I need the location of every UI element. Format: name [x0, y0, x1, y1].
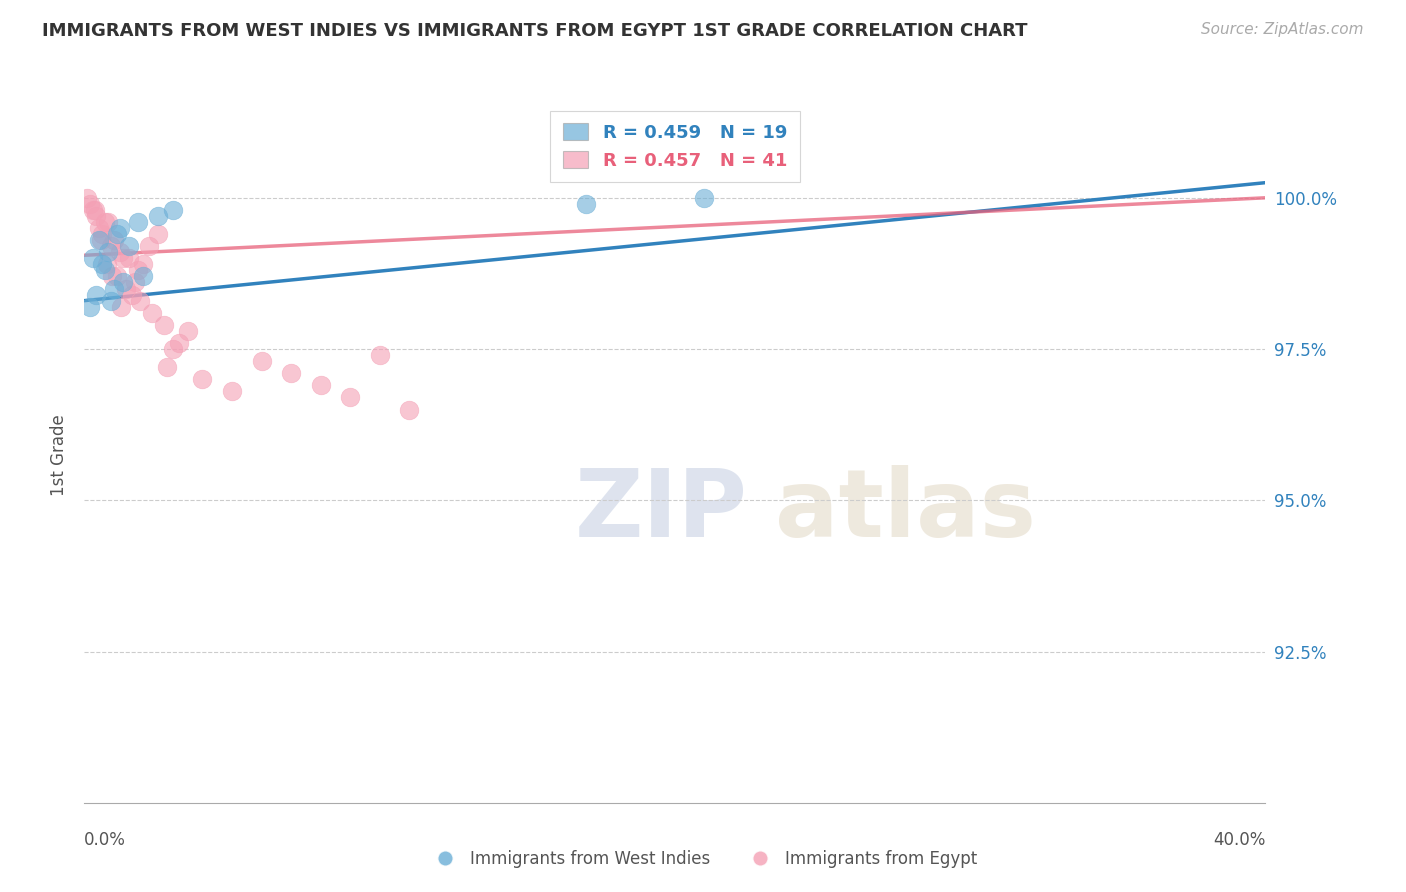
Point	[309, 378, 332, 392]
Legend: Immigrants from West Indies, Immigrants from Egypt: Immigrants from West Indies, Immigrants …	[422, 844, 984, 875]
Point	[162, 342, 184, 356]
Point	[153, 318, 176, 332]
Point	[110, 300, 132, 314]
Point	[250, 354, 273, 368]
Point	[118, 252, 141, 266]
Point	[83, 202, 105, 217]
Text: IMMIGRANTS FROM WEST INDIES VS IMMIGRANTS FROM EGYPT 1ST GRADE CORRELATION CHART: IMMIGRANTS FROM WEST INDIES VS IMMIGRANT…	[42, 22, 1028, 40]
Point	[97, 245, 120, 260]
Point	[693, 191, 716, 205]
Point	[105, 269, 128, 284]
Point	[167, 336, 190, 351]
Point	[280, 366, 302, 380]
Point	[91, 227, 114, 241]
Point	[132, 269, 155, 284]
Point	[101, 269, 124, 284]
Point	[82, 252, 104, 266]
Point	[100, 293, 122, 308]
Point	[103, 233, 125, 247]
Text: 40.0%: 40.0%	[1213, 830, 1265, 848]
Legend: R = 0.459   N = 19, R = 0.457   N = 41: R = 0.459 N = 19, R = 0.457 N = 41	[550, 111, 800, 183]
Point	[79, 300, 101, 314]
Point	[127, 263, 149, 277]
Point	[82, 202, 104, 217]
Point	[103, 281, 125, 295]
Text: ZIP: ZIP	[575, 465, 748, 557]
Point	[76, 191, 98, 205]
Point	[398, 402, 420, 417]
Point	[339, 391, 361, 405]
Point	[127, 215, 149, 229]
Point	[94, 215, 117, 229]
Point	[96, 257, 118, 271]
Point	[89, 221, 111, 235]
Point	[129, 293, 152, 308]
Point	[90, 233, 112, 247]
Point	[100, 239, 122, 253]
Point	[121, 287, 143, 301]
Point	[108, 245, 131, 260]
Point	[141, 306, 163, 320]
Point	[191, 372, 214, 386]
Point	[156, 360, 179, 375]
Text: atlas: atlas	[775, 465, 1036, 557]
Y-axis label: 1st Grade: 1st Grade	[51, 414, 69, 496]
Text: 0.0%: 0.0%	[84, 830, 127, 848]
Point	[97, 215, 120, 229]
Point	[124, 276, 146, 290]
Point	[132, 257, 155, 271]
Point	[111, 276, 134, 290]
Point	[105, 227, 128, 241]
Point	[162, 202, 184, 217]
Point	[368, 348, 391, 362]
Point	[91, 257, 114, 271]
Point	[148, 209, 170, 223]
Point	[177, 324, 200, 338]
Point	[108, 221, 131, 235]
Point	[114, 281, 136, 295]
Point	[575, 197, 598, 211]
Point	[111, 252, 134, 266]
Text: Source: ZipAtlas.com: Source: ZipAtlas.com	[1201, 22, 1364, 37]
Point	[118, 239, 141, 253]
Point	[138, 239, 160, 253]
Point	[94, 263, 117, 277]
Point	[79, 197, 101, 211]
Point	[84, 209, 107, 223]
Point	[84, 287, 107, 301]
Point	[221, 384, 243, 399]
Point	[89, 233, 111, 247]
Point	[148, 227, 170, 241]
